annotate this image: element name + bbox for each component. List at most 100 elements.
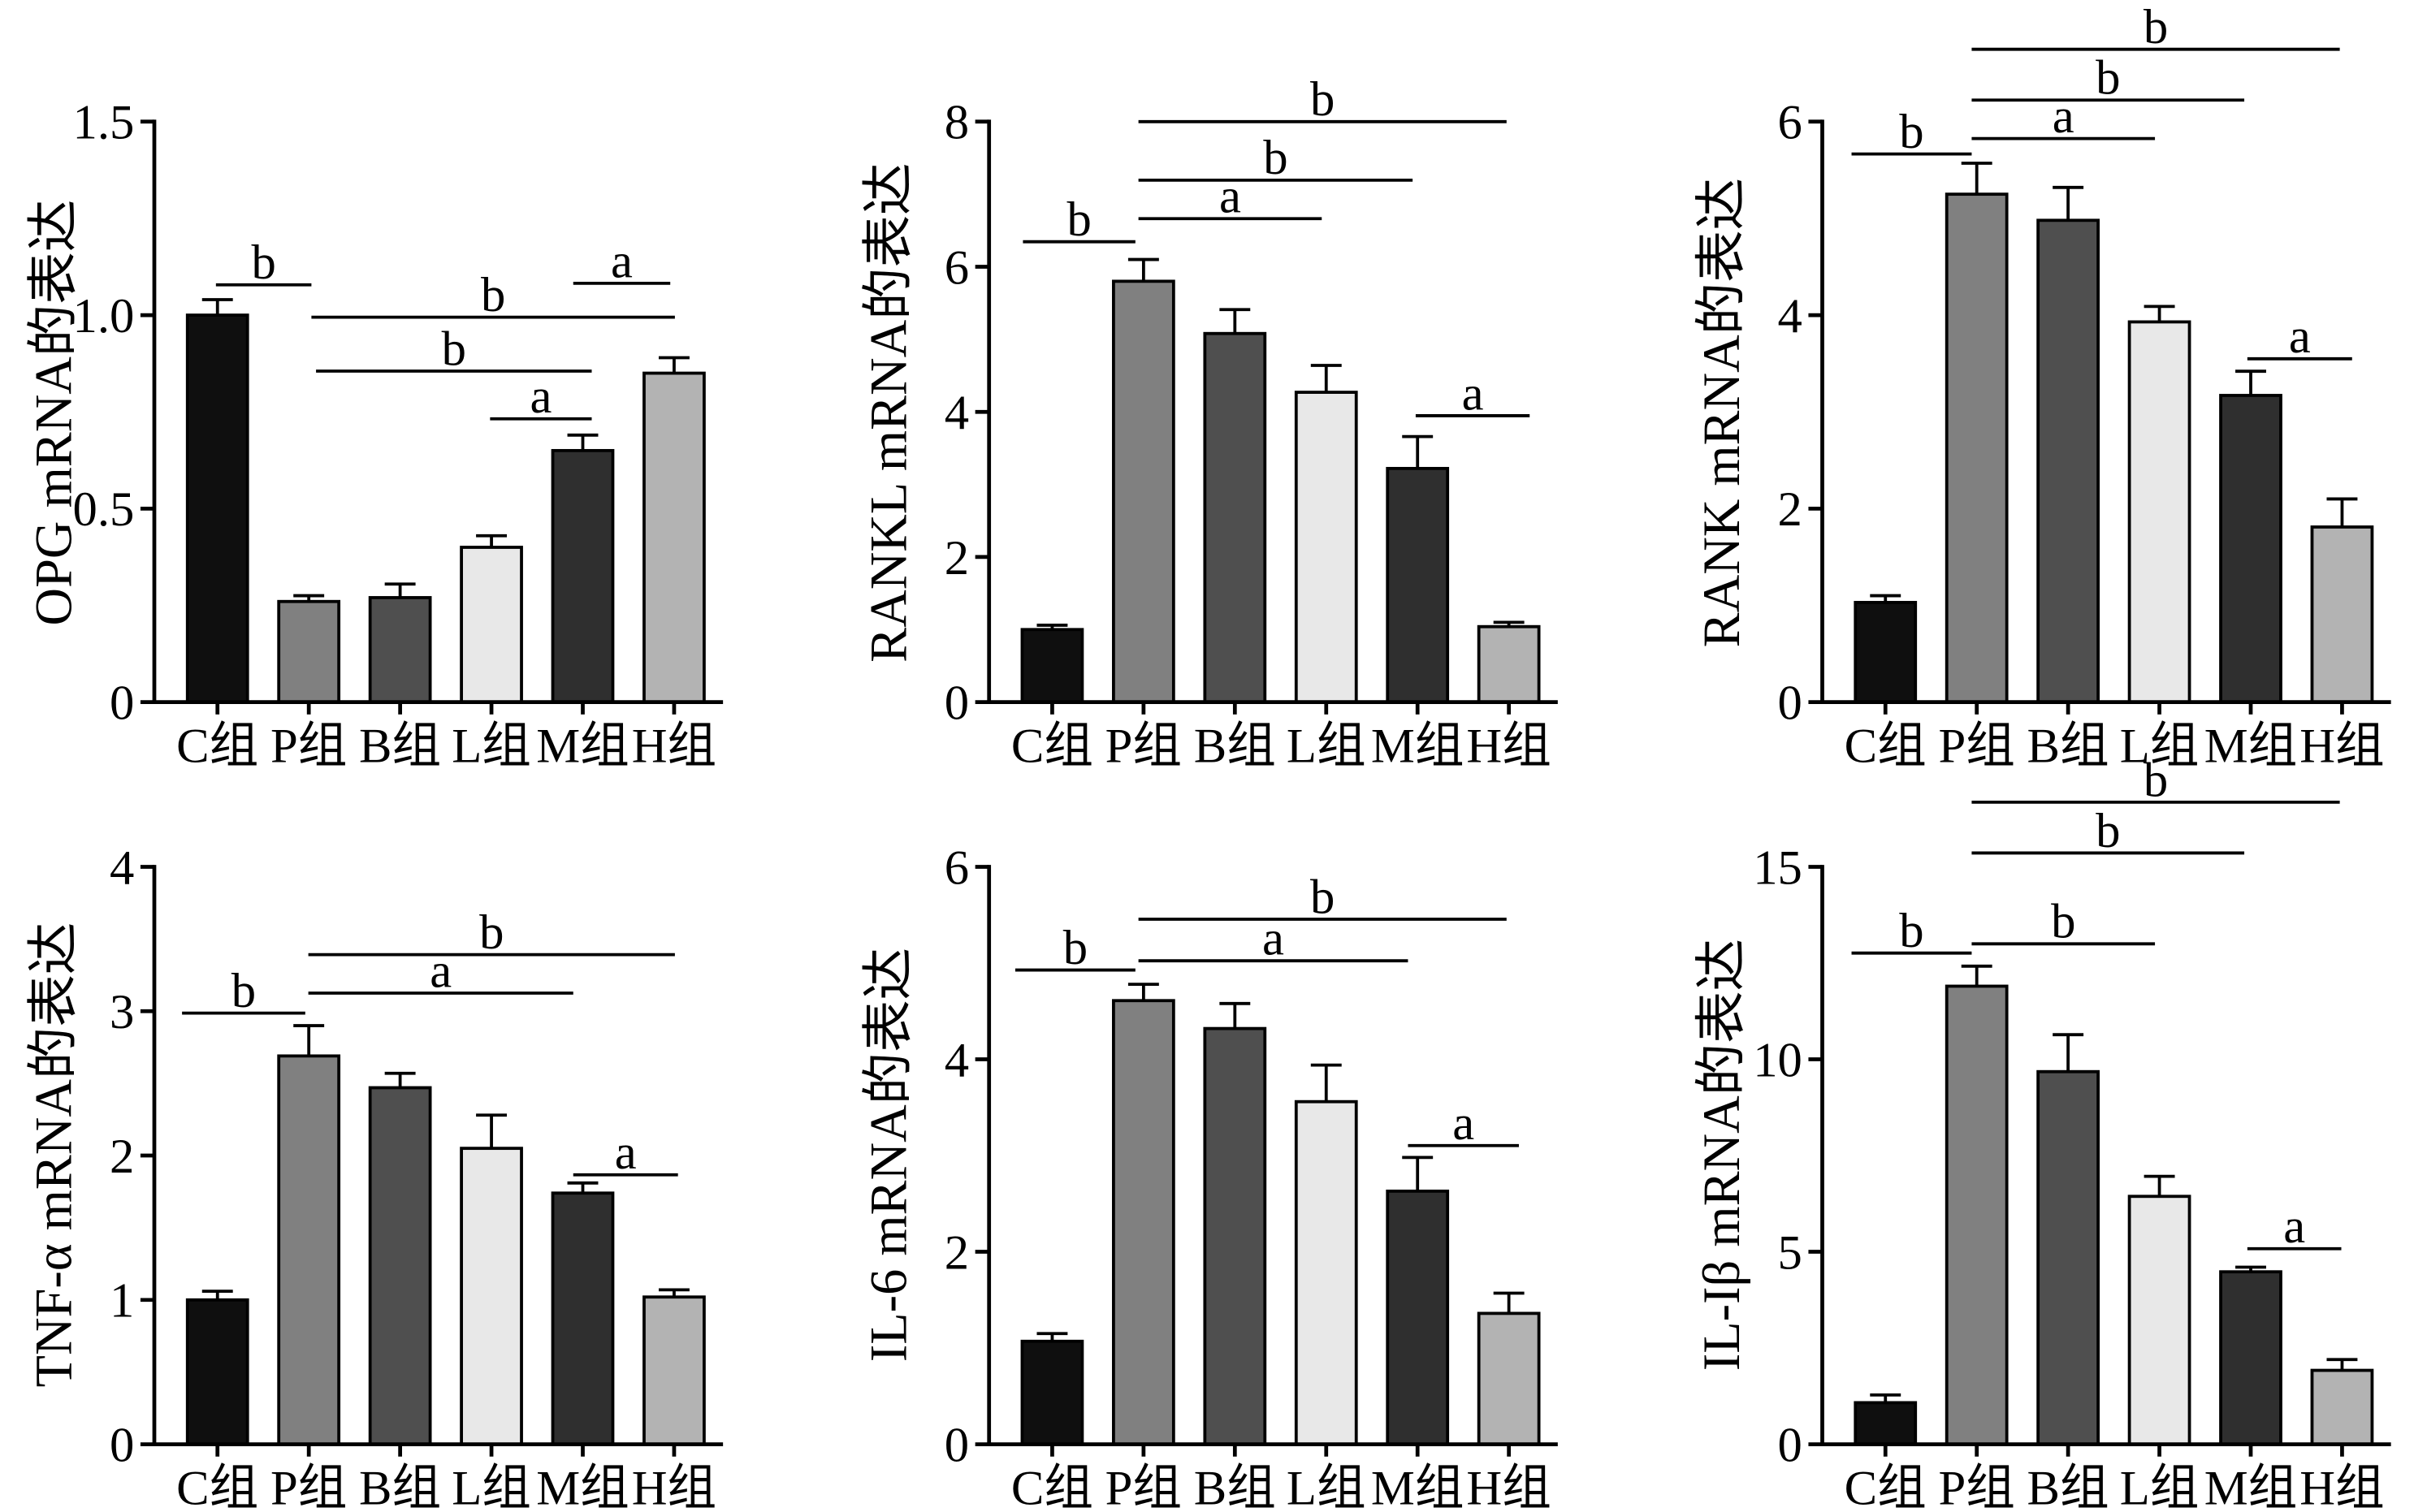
y-tick-label: 5 xyxy=(1778,1225,1802,1280)
y-tick-label: 4 xyxy=(110,840,134,895)
y-tick-label: 1.5 xyxy=(73,96,135,150)
bar xyxy=(1477,1311,1541,1446)
bar xyxy=(1112,279,1175,704)
bar xyxy=(642,371,706,704)
bar xyxy=(185,1298,249,1446)
category-label: M组 xyxy=(1371,719,1464,774)
category-label: H组 xyxy=(2299,719,2384,774)
category-label: M组 xyxy=(536,719,629,774)
bar xyxy=(1945,984,2009,1446)
bar xyxy=(2219,394,2282,704)
y-tick-label: 2 xyxy=(110,1130,134,1184)
bar xyxy=(368,596,432,704)
significance-label: b xyxy=(2144,0,2168,54)
significance-label: a xyxy=(611,234,633,288)
y-axis-title: IL-Iβ mRNA的表达 xyxy=(1693,939,1750,1371)
y-tick-label: 2 xyxy=(1778,482,1802,537)
category-label: P组 xyxy=(270,719,347,774)
significance-label: b xyxy=(2096,804,2120,858)
y-tick-label: 2 xyxy=(945,1225,969,1280)
bar xyxy=(1386,1189,1450,1446)
category-label: H组 xyxy=(632,719,716,774)
significance-label: b xyxy=(2051,895,2075,949)
significance-label: a xyxy=(1262,912,1284,966)
significance-label: b xyxy=(2096,51,2120,106)
y-tick-label: 0 xyxy=(1778,1418,1802,1472)
category-label: B组 xyxy=(1194,719,1276,774)
y-axis-title: TNF-α mRNA的表达 xyxy=(25,922,83,1388)
significance-label: b xyxy=(1066,192,1091,247)
category-label: C组 xyxy=(1845,719,1927,774)
category-label: L组 xyxy=(1287,1462,1366,1512)
significance-label: b xyxy=(231,964,256,1018)
category-label: B组 xyxy=(359,719,441,774)
significance-label: a xyxy=(2053,89,2074,144)
bar xyxy=(551,448,615,704)
category-label: M组 xyxy=(2204,1462,2298,1512)
bar xyxy=(1020,1339,1084,1446)
bar xyxy=(1020,628,1084,704)
y-tick-label: 0 xyxy=(1778,676,1802,730)
y-tick-label: 4 xyxy=(945,386,969,440)
y-tick-label: 2 xyxy=(945,531,969,585)
category-label: P组 xyxy=(1105,719,1182,774)
category-label: C组 xyxy=(1011,1462,1093,1512)
y-tick-label: 6 xyxy=(945,840,969,895)
bar xyxy=(1386,467,1450,704)
significance-label: a xyxy=(2289,309,2311,364)
bar xyxy=(1477,624,1541,704)
bar xyxy=(1203,331,1267,704)
y-tick-label: 8 xyxy=(945,96,969,150)
category-label: B组 xyxy=(2027,719,2109,774)
bar xyxy=(2310,1368,2374,1446)
category-label: C组 xyxy=(176,719,258,774)
significance-label: a xyxy=(430,944,452,998)
bar xyxy=(2127,320,2191,704)
significance-label: b xyxy=(481,268,505,322)
y-tick-label: 0 xyxy=(945,676,969,730)
category-label: B组 xyxy=(2027,1462,2109,1512)
bar xyxy=(1203,1026,1267,1446)
significance-label: b xyxy=(1899,105,1923,159)
bar xyxy=(368,1086,432,1446)
bar xyxy=(1945,192,2009,704)
y-tick-label: 0 xyxy=(110,1418,134,1472)
category-label: P组 xyxy=(270,1462,347,1512)
category-label: L组 xyxy=(452,1462,531,1512)
y-tick-label: 6 xyxy=(1778,96,1802,150)
bar xyxy=(2036,1069,2100,1446)
category-label: M组 xyxy=(536,1462,629,1512)
bar xyxy=(1294,1099,1358,1446)
y-axis-title: RANKL mRNA的表达 xyxy=(859,163,917,663)
significance-label: b xyxy=(251,235,275,290)
y-tick-label: 0 xyxy=(110,676,134,730)
significance-label: b xyxy=(479,905,504,960)
category-label: M组 xyxy=(2204,719,2298,774)
bar xyxy=(460,546,523,704)
bar xyxy=(1112,999,1175,1446)
y-tick-label: 15 xyxy=(1753,840,1802,895)
category-label: L组 xyxy=(2120,719,2200,774)
significance-label: b xyxy=(442,322,466,376)
y-tick-label: 3 xyxy=(110,985,134,1039)
y-axis-title: RANK mRNA的表达 xyxy=(1693,178,1750,647)
y-axis-title: OPG mRNA的表达 xyxy=(25,200,83,626)
y-tick-label: 4 xyxy=(945,1033,969,1087)
significance-label: b xyxy=(1063,921,1088,975)
bar xyxy=(1854,601,1918,704)
category-label: L组 xyxy=(452,719,531,774)
category-label: C组 xyxy=(1011,719,1093,774)
bar xyxy=(2219,1270,2282,1446)
bar xyxy=(2310,525,2374,704)
bar xyxy=(551,1191,615,1446)
y-tick-label: 1.0 xyxy=(73,289,135,343)
y-tick-label: 10 xyxy=(1753,1033,1802,1087)
significance-label: a xyxy=(1462,366,1484,421)
category-label: L组 xyxy=(1287,719,1366,774)
